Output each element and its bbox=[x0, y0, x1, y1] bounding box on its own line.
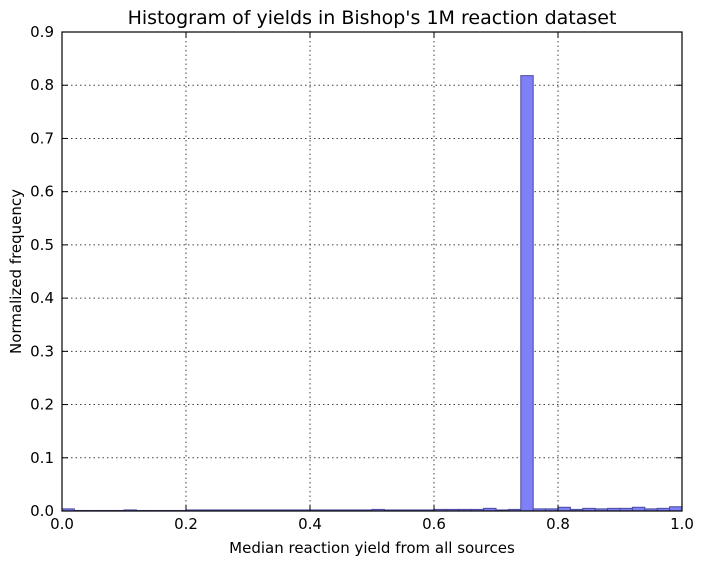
x-tick-label: 0.6 bbox=[422, 515, 446, 533]
y-axis-label: Normalized frequency bbox=[7, 189, 25, 354]
x-tick-label: 0.8 bbox=[546, 515, 570, 533]
plot-frame bbox=[61, 31, 683, 512]
x-tick-label: 0.4 bbox=[298, 515, 322, 533]
chart-title: Histogram of yields in Bishop's 1M react… bbox=[128, 7, 617, 29]
y-tick-label: 0.6 bbox=[30, 183, 54, 201]
x-tick-label: 0.2 bbox=[174, 515, 198, 533]
y-tick-label: 0.9 bbox=[30, 23, 54, 41]
x-tick-label: 0.0 bbox=[50, 515, 74, 533]
y-tick-label: 0.1 bbox=[30, 449, 54, 467]
y-tick-label: 0.8 bbox=[30, 76, 54, 94]
y-tick-label: 0.0 bbox=[30, 502, 54, 520]
y-tick-label: 0.7 bbox=[30, 129, 54, 147]
y-tick-label: 0.2 bbox=[30, 396, 54, 414]
y-tick-label: 0.4 bbox=[30, 289, 54, 307]
x-axis-label: Median reaction yield from all sources bbox=[229, 539, 515, 557]
histogram-bar bbox=[520, 75, 534, 512]
histogram-bar bbox=[669, 506, 683, 512]
ticks-layer: 0.0 0.2 0.4 0.6 0.8 1.0 0.0 0.1 0.2 0.3 0.4 0.5 0.6 0… bbox=[30, 23, 694, 533]
y-tick-label: 0.5 bbox=[30, 236, 54, 254]
y-tick-label: 0.3 bbox=[30, 342, 54, 360]
bars-layer bbox=[61, 75, 683, 512]
grid-layer bbox=[61, 31, 683, 512]
x-tick-label: 1.0 bbox=[670, 515, 694, 533]
